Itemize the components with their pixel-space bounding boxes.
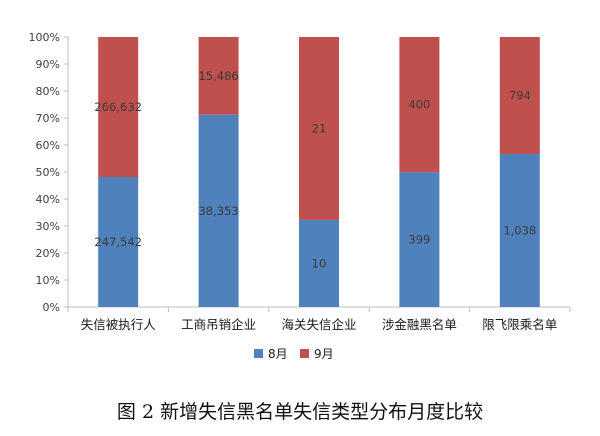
y-tick-label: 90%	[36, 58, 60, 71]
bar-segment-aug	[98, 177, 139, 307]
figure-caption: 图 2 新增失信黑名单失信类型分布月度比较	[117, 401, 483, 423]
x-category-label: 涉金融黑名单	[382, 317, 457, 332]
bar-segment-aug	[499, 154, 540, 307]
data-label: 247,542	[94, 235, 142, 249]
y-tick-label: 20%	[36, 247, 60, 260]
y-tick-label: 100%	[29, 31, 60, 44]
data-label: 38,353	[198, 204, 238, 218]
y-tick-label: 30%	[36, 220, 60, 233]
legend-label: 9月	[314, 347, 334, 361]
legend-swatch	[300, 349, 309, 358]
bar-segment-sep	[499, 37, 540, 155]
data-label: 266,632	[94, 100, 142, 114]
bar-segment-sep	[299, 37, 339, 220]
chart-axes: 0% 10% 20% 30% 40% 50% 60% 70% 80% 90% 100% 失信被执行人 工…	[29, 31, 571, 332]
data-label: 10	[312, 256, 327, 270]
x-category-label: 失信被执行人	[81, 317, 157, 332]
legend-swatch	[254, 349, 263, 358]
y-tick-label: 0%	[43, 301, 60, 314]
data-label: 794	[509, 89, 531, 103]
x-category-label: 限飞限乘名单	[482, 317, 557, 332]
y-tick-label: 40%	[36, 193, 60, 206]
data-label: 399	[408, 233, 430, 247]
bar-segment-sep	[198, 37, 239, 115]
chart-legend: 8月 9月	[254, 347, 334, 361]
legend-label: 8月	[268, 347, 288, 361]
chart-bars	[98, 37, 540, 307]
data-label: 21	[312, 121, 327, 135]
x-category-label: 海关失信企业	[281, 317, 356, 332]
bar-segment-aug	[399, 172, 440, 307]
bar-segment-sep	[98, 37, 139, 178]
bar-segment-aug	[299, 219, 339, 307]
bar-segment-aug	[198, 114, 239, 307]
bar-segment-sep	[399, 37, 440, 173]
y-tick-label: 80%	[36, 85, 60, 98]
y-tick-label: 60%	[36, 139, 60, 152]
y-tick-label: 50%	[36, 166, 60, 179]
data-label: 15,486	[198, 69, 238, 83]
data-label: 400	[408, 98, 430, 112]
chart-data-labels: 247,542 266,632 38,353 15,486 10 21 399 400 1,03…	[94, 69, 536, 271]
y-tick-label: 10%	[36, 274, 60, 287]
x-category-label: 工商吊销企业	[181, 317, 256, 332]
data-label: 1,038	[503, 224, 536, 238]
y-tick-label: 70%	[36, 112, 60, 125]
